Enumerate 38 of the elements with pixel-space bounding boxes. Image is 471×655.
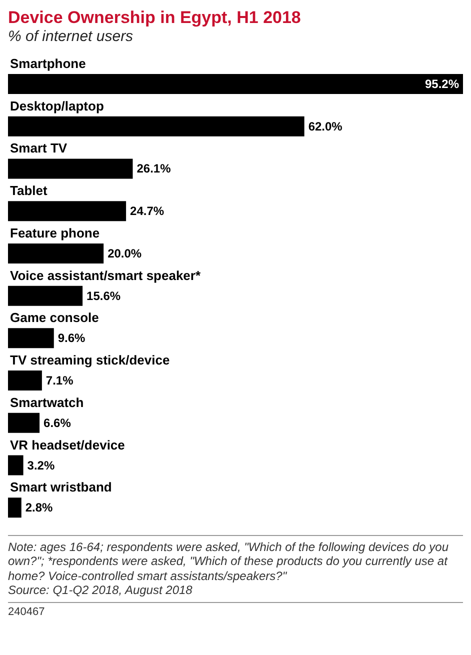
data-label: 24.7% <box>130 204 164 218</box>
chart-title: Device Ownership in Egypt, H1 2018 <box>8 8 302 28</box>
bar <box>8 498 22 518</box>
data-label: 15.6% <box>86 288 121 303</box>
bar <box>8 370 42 391</box>
y-tick-label: TV streaming stick/device <box>10 352 170 368</box>
y-tick-label: Feature phone <box>10 225 100 240</box>
bar <box>8 286 83 306</box>
data-label: 9.6% <box>58 331 86 346</box>
y-tick-label: Smartwatch <box>10 394 84 410</box>
y-tick-label: VR headset/device <box>10 437 125 452</box>
y-tick-label: Smartphone <box>10 56 86 71</box>
bar <box>8 116 304 136</box>
y-tick-label: Smart wristband <box>10 480 112 495</box>
bar <box>8 455 24 476</box>
text: 240467 <box>8 602 463 618</box>
y-tick-label: Desktop/laptop <box>10 98 104 114</box>
chart-subtitle: % of internet users <box>8 28 134 45</box>
y-tick-label: Game console <box>10 310 99 326</box>
y-tick-label: Voice assistant/smart speaker* <box>10 268 202 283</box>
data-label: 3.2% <box>27 458 55 472</box>
bar <box>8 328 54 348</box>
data-label: 95.2% <box>424 77 460 91</box>
data-label: 7.1% <box>46 374 74 388</box>
data-label: 6.6% <box>44 416 72 430</box>
data-label: 20.0% <box>108 246 142 260</box>
bar <box>8 158 133 179</box>
bar <box>8 201 126 222</box>
text: Note: ages 16-64; respondents were asked, "Which of the following devices do you own?"; *respondents were asked, "Which of these products do you currently use at home? Voice-controlled smart assistants/speakers?" <box>8 540 450 584</box>
data-label: 62.0% <box>308 119 343 134</box>
data-label: 2.8% <box>25 500 54 515</box>
data-label: 26.1% <box>136 162 172 176</box>
source-note: Source: Q1-Q2 2018, August 2018 <box>8 583 194 598</box>
bar <box>8 74 463 94</box>
bar <box>8 412 40 433</box>
y-tick-label: Smart TV <box>10 140 68 156</box>
bar <box>8 243 104 264</box>
y-tick-label: Tablet <box>10 183 48 198</box>
